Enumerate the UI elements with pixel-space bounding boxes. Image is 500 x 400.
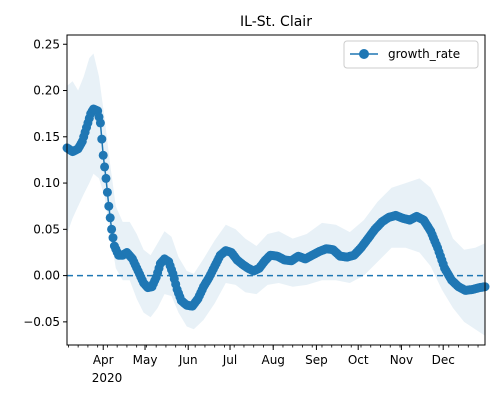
y-tick-label: 0.20 — [33, 84, 60, 98]
data-point-marker — [97, 134, 107, 144]
growth-rate-markers — [62, 104, 490, 311]
plot-area — [62, 53, 490, 336]
y-tick-label: 0.05 — [33, 222, 60, 236]
y-tick-label: 0.15 — [33, 130, 60, 144]
data-point-marker — [102, 187, 112, 197]
confidence-band — [67, 53, 485, 336]
y-axis: −0.05 0.00 0.05 0.10 0.15 0.20 0.25 — [23, 37, 67, 329]
x-axis: 2020 Apr May Jun Jul Aug Sep Oct Nov Dec — [67, 345, 479, 385]
legend: growth_rate — [343, 40, 479, 69]
x-tick-label: Dec — [432, 353, 455, 367]
x-tick-label: Nov — [390, 353, 413, 367]
legend-marker-swatch — [359, 49, 369, 59]
x-year-label: 2020 — [92, 371, 123, 385]
y-tick-label: 0.10 — [33, 176, 60, 190]
data-point-marker — [105, 213, 115, 223]
legend-box — [343, 40, 479, 69]
x-tick-label: Aug — [261, 353, 284, 367]
y-tick-label: 0.00 — [33, 269, 60, 283]
y-tick-label: −0.05 — [23, 315, 60, 329]
axes-frame — [66, 34, 486, 346]
x-tick-label: May — [133, 353, 158, 367]
data-point-marker — [108, 233, 118, 243]
y-tick-label: 0.25 — [33, 37, 60, 51]
x-tick-label: Oct — [348, 353, 369, 367]
data-point-marker — [107, 224, 117, 234]
x-tick-label: Sep — [305, 353, 328, 367]
x-tick-label: Jul — [222, 353, 237, 367]
data-point-marker — [101, 173, 111, 183]
data-point-marker — [100, 162, 110, 172]
x-tick-label: Jun — [178, 353, 198, 367]
data-point-marker — [95, 118, 105, 128]
x-tick-label: Apr — [93, 353, 114, 367]
data-point-marker — [98, 150, 108, 160]
legend-label-growth-rate: growth_rate — [388, 47, 460, 61]
data-point-marker — [104, 201, 114, 211]
chart-title: IL-St. Clair — [240, 14, 312, 30]
